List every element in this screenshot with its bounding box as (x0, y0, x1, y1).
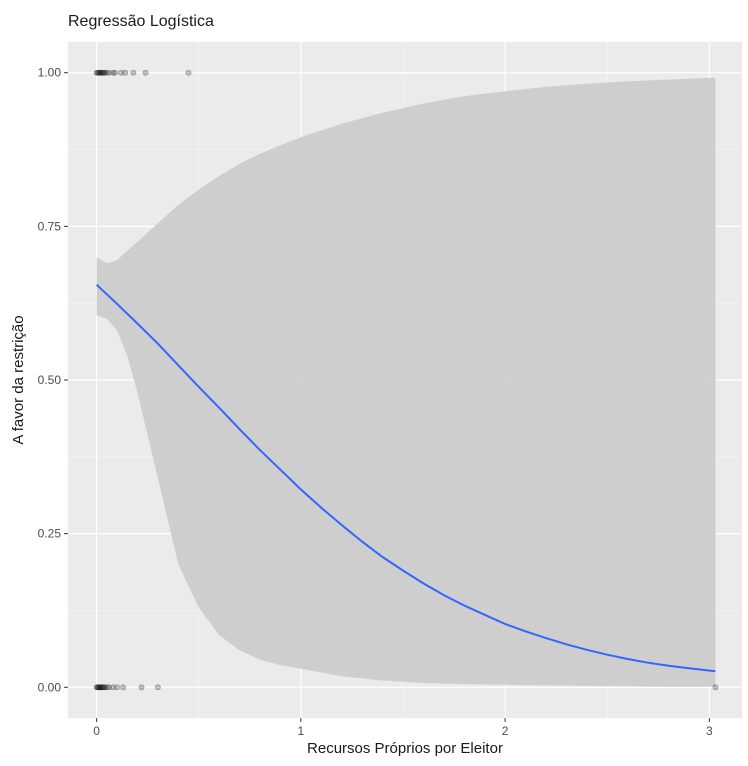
observation-point (154, 684, 161, 691)
x-axis: 0 1 2 3 (93, 718, 713, 738)
fit-line (95, 283, 716, 673)
observation-point (122, 69, 129, 76)
observation-point (98, 684, 105, 691)
observation-point (96, 684, 103, 691)
observation-point (101, 69, 108, 76)
y-tick-label: 0.25 (38, 527, 62, 541)
observation-point (99, 684, 106, 691)
observation-point (110, 684, 116, 691)
observation-point (712, 684, 719, 691)
observation-point (93, 684, 100, 691)
observation-point (110, 69, 116, 76)
y-tick-label: 0.75 (38, 219, 62, 233)
observation-point (94, 684, 101, 691)
observation-point (114, 684, 120, 691)
observation-point (103, 684, 110, 691)
x-tick-label: 1 (297, 724, 304, 738)
observation-point (100, 684, 107, 691)
observation-point (130, 69, 137, 76)
observation-point (96, 69, 103, 76)
observation-point (100, 69, 107, 76)
confidence-band-layer (96, 77, 716, 687)
observation-point (94, 69, 101, 76)
y-axis-title: A favor da restrição (10, 315, 27, 444)
x-tick-label: 0 (93, 724, 100, 738)
fit-line-layer (95, 283, 716, 673)
observation-point (95, 684, 102, 691)
y-tick-label: 1.00 (38, 66, 62, 80)
observation-point (142, 69, 149, 76)
x-axis-title: Recursos Próprios por Eleitor (307, 740, 503, 757)
observation-point (101, 684, 108, 691)
observation-point (112, 69, 118, 76)
y-tick-label: 0.50 (38, 373, 62, 387)
observation-point (98, 69, 105, 76)
observation-point (118, 69, 125, 76)
x-tick-label: 3 (706, 724, 713, 738)
observation-point (103, 69, 110, 76)
observation-point (97, 684, 104, 691)
observation-point (99, 69, 106, 76)
y-tick-label: 0.00 (38, 680, 62, 694)
chart-title: Regressão Logística (68, 13, 214, 30)
observation-point (105, 684, 112, 691)
observation-points (93, 69, 719, 691)
observation-point (93, 69, 100, 76)
observation-point (97, 69, 104, 76)
observation-point (138, 684, 145, 691)
observation-point (120, 684, 127, 691)
confidence-band (96, 77, 716, 687)
observation-point (96, 684, 102, 691)
observation-point (105, 69, 112, 76)
x-tick-label: 2 (502, 724, 509, 738)
observation-point (185, 69, 192, 76)
observation-point (95, 69, 102, 76)
y-axis: 0.00 0.25 0.50 0.75 1.00 (38, 66, 68, 694)
